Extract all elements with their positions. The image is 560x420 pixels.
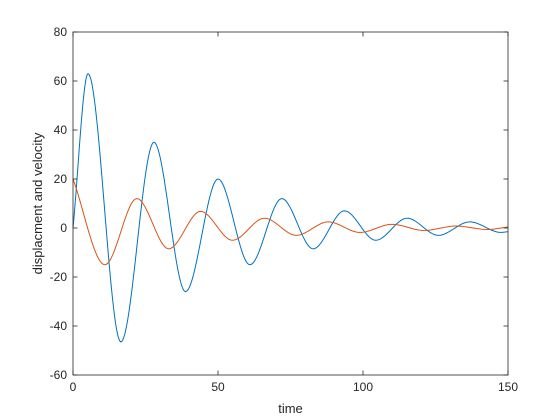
axes-box [72,31,509,376]
y-axis-label: displacment and velocity [30,132,45,274]
x-tick-label: 0 [70,380,77,394]
y-tick-label: 0 [60,221,67,235]
x-tick-label: 100 [353,380,373,394]
y-tick-label: -60 [50,368,68,382]
ticks-layer: 0 50 100 150 -60 -40 -20 0 20 40 60 80 [50,25,519,394]
x-axis-label: time [278,401,303,416]
plot-area [73,32,508,375]
series-layer [72,72,509,343]
y-tick-label: 80 [54,25,68,39]
series-line-2 [72,178,509,266]
x-tick-label: 150 [498,380,518,394]
y-tick-label: -40 [50,319,68,333]
series-line-1 [72,72,509,343]
y-tick-label: -20 [50,270,68,284]
y-tick-label: 40 [54,123,68,137]
x-tick-label: 50 [211,380,225,394]
y-tick-label: 20 [54,172,68,186]
y-tick-label: 60 [54,74,68,88]
